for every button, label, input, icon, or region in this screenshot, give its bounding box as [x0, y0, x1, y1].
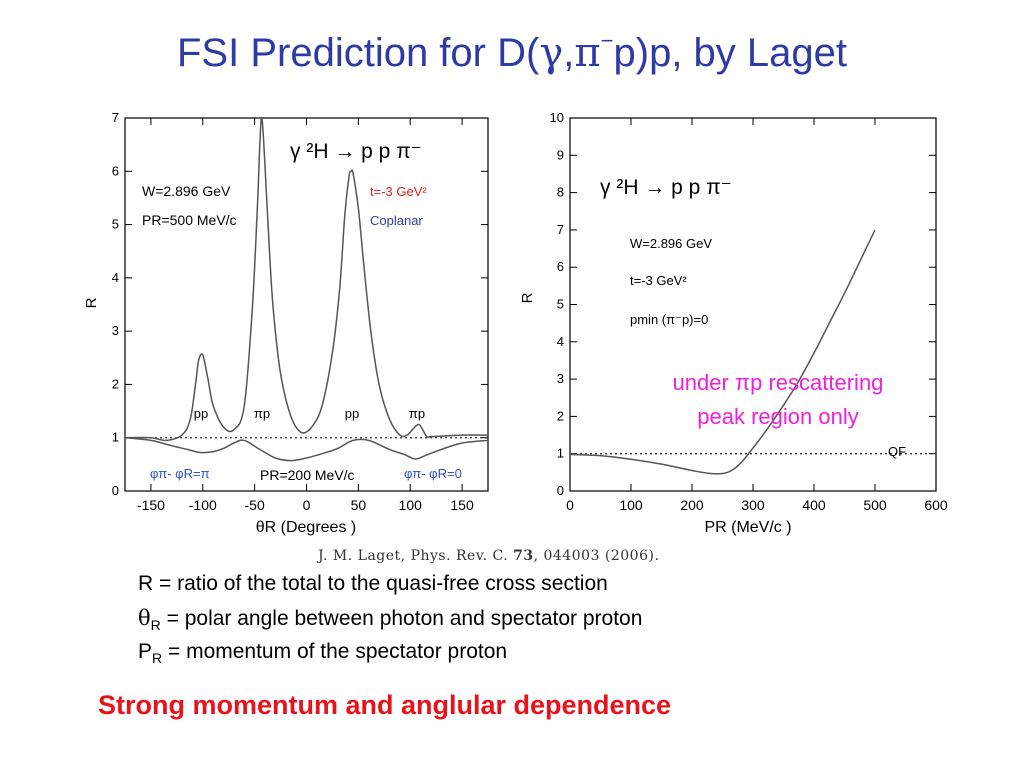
angle-chart-phi-right: φπ- φR=0	[404, 466, 462, 481]
angle-chart-curve-main	[124, 116, 489, 442]
momentum-chart-xtick-label: 200	[680, 497, 704, 513]
peak-label-pip-right: πp	[409, 406, 425, 421]
angle-chart-ylabel: R	[83, 297, 100, 308]
angle-chart-ytick-label: 7	[112, 110, 119, 125]
momentum-chart-ytick-label: 0	[557, 483, 564, 498]
angle-chart-xtick-label: -50	[245, 497, 265, 513]
angle-chart-ytick-label: 4	[112, 270, 119, 285]
angle-chart-xtick-label: 0	[303, 497, 311, 513]
angle-chart-xlabel: θR (Degrees )	[256, 519, 356, 536]
angle-chart-xtick-label: 150	[450, 497, 474, 513]
angle-chart-ytick-label: 0	[112, 483, 119, 498]
conclusion-text: Strong momentum and anglular dependence	[98, 690, 672, 720]
definition-momentum: PR = momentum of the spectator proton	[138, 640, 508, 667]
angle-chart-reaction: γ ²H → p p π⁻	[290, 140, 422, 163]
angle-chart-xtick-label: 100	[399, 497, 423, 513]
momentum-chart-qf-label: QF	[888, 444, 906, 459]
angle-chart: -150 -100 -50 0 50 100 150 0 1 2 3 4 5 6 7 R θR (Degre…	[83, 110, 489, 536]
momentum-chart-ytick-label: 2	[557, 408, 564, 423]
momentum-chart-ytick-label: 3	[557, 371, 564, 386]
angle-chart-phi-left: φπ- φR=π	[150, 466, 210, 481]
angle-chart-ytick-label: 5	[112, 217, 119, 232]
momentum-chart-ylabel: R	[519, 292, 536, 303]
angle-chart-frame	[124, 117, 489, 492]
momentum-chart-ytick-label: 8	[557, 185, 564, 200]
momentum-chart-xtick-label: 500	[863, 497, 887, 513]
momentum-chart-ytick-label: 7	[557, 222, 564, 237]
momentum-chart-ytick-label: 9	[557, 147, 564, 162]
rescattering-note-line2: peak region only	[697, 404, 858, 429]
momentum-chart-xtick-label: 300	[741, 497, 765, 513]
angle-chart-pr-label: PR=500 MeV/c	[142, 212, 237, 228]
angle-chart-t-label: t=-3 GeV²	[370, 184, 427, 199]
momentum-chart-xtick-label: 0	[566, 497, 574, 513]
momentum-chart-xtick-label: 100	[619, 497, 643, 513]
momentum-chart-xtick-label: 600	[924, 497, 948, 513]
momentum-chart-ytick-label: 5	[557, 297, 564, 312]
angle-chart-ytick-label: 6	[112, 163, 119, 178]
momentum-chart-xlabel: PR (MeV/c )	[704, 519, 791, 536]
momentum-chart: 0 100 200 300 400 500 600 0 1 2 3 4 5 6 7 8 9 10 R PR (Me…	[519, 110, 948, 536]
peak-label-pp-right: pp	[345, 406, 359, 421]
angle-chart-pr-lower: PR=200 MeV/c	[260, 467, 355, 483]
peak-label-pip-left: πp	[254, 406, 270, 421]
citation: J. M. Laget, Phys. Rev. C. 73, 044003 (2…	[318, 548, 660, 564]
momentum-chart-ytick-label: 10	[550, 110, 564, 125]
angle-chart-xtick-label: -100	[189, 497, 217, 513]
definition-theta: θR = polar angle between photon and spec…	[138, 606, 643, 634]
momentum-chart-xtick-label: 400	[802, 497, 826, 513]
momentum-chart-ytick-label: 4	[557, 334, 564, 349]
momentum-chart-t-label: t=-3 GeV²	[630, 273, 687, 288]
momentum-chart-reaction: γ ²H → p p π⁻	[600, 176, 732, 199]
angle-chart-xtick-label: -150	[137, 497, 165, 513]
momentum-chart-curve	[569, 229, 876, 475]
peak-label-pp-left: pp	[194, 406, 208, 421]
angle-chart-curve-lower	[124, 436, 489, 462]
angle-chart-xtick-label: 50	[351, 497, 367, 513]
angle-chart-ytick-label: 1	[112, 430, 119, 445]
momentum-chart-w-label: W=2.896 GeV	[630, 236, 712, 251]
angle-chart-w-label: W=2.896 GeV	[142, 183, 231, 199]
angle-chart-coplanar-label: Coplanar	[370, 213, 423, 228]
momentum-chart-ytick-label: 6	[557, 259, 564, 274]
definition-r: R = ratio of the total to the quasi-free…	[138, 572, 608, 595]
slide-title: FSI Prediction for D(γ,π−p)p, by Laget	[176, 28, 847, 76]
momentum-chart-ytick-label: 1	[557, 446, 564, 461]
momentum-chart-pmin-label: pmin (π⁻p)=0	[630, 312, 708, 327]
angle-chart-ytick-label: 3	[112, 323, 119, 338]
momentum-chart-frame	[569, 117, 937, 492]
rescattering-note-line1: under πp rescattering	[673, 370, 884, 395]
angle-chart-ytick-label: 2	[112, 376, 119, 391]
